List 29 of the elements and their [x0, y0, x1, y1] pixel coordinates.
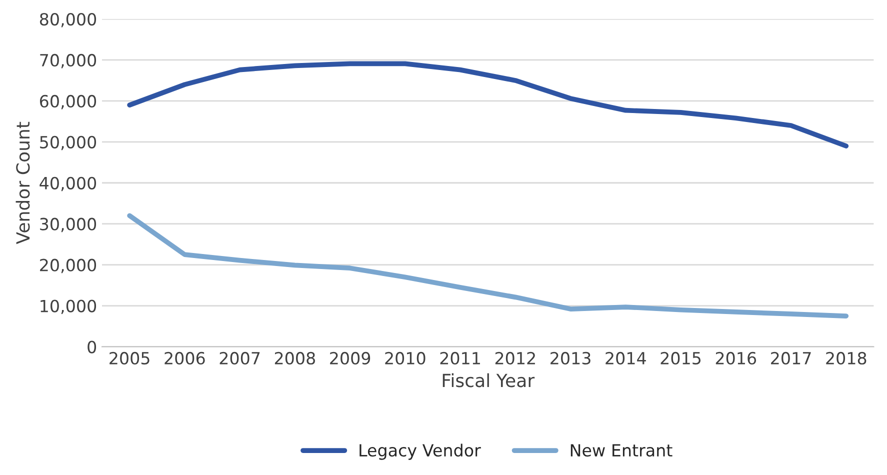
x-tick-label: 2017	[771, 352, 811, 365]
x-tick-label: 2011	[440, 352, 480, 365]
x-tick-label: 2012	[495, 352, 535, 365]
x-tick-label: 2009	[330, 352, 370, 365]
x-tick-label: 2014	[606, 352, 646, 365]
x-tick-label: 2008	[274, 352, 315, 365]
line-series	[127, 61, 849, 148]
x-tick-label: 2010	[385, 352, 426, 365]
x-tick-label: 2006	[164, 352, 205, 365]
y-tick-label: 80,000	[40, 12, 96, 28]
x-tick-label: 2005	[110, 352, 150, 365]
x-tick-label: 2013	[550, 352, 590, 365]
y-tick-label: 40,000	[40, 176, 96, 192]
y-tick-label: 10,000	[40, 300, 96, 314]
legend-label: New Entrant	[570, 444, 672, 457]
x-tick-label: 2018	[826, 352, 866, 365]
y-axis-title: Vendor Count	[16, 122, 30, 244]
y-tick-label: 50,000	[40, 136, 96, 150]
x-tick-label: 2007	[220, 352, 260, 365]
y-tick-label: 20,000	[40, 258, 96, 274]
y-tick-label: 70,000	[40, 54, 96, 68]
x-tick-label: 2015	[660, 352, 701, 365]
y-tick-label: 0	[88, 340, 96, 354]
line-series	[127, 213, 849, 318]
y-tick-label: 60,000	[40, 94, 96, 110]
y-tick-label: 30,000	[40, 218, 96, 232]
legend-label: Legacy Vendor	[360, 444, 481, 460]
x-tick-label: 2016	[716, 352, 756, 365]
x-axis-title: Fiscal Year	[442, 373, 535, 388]
